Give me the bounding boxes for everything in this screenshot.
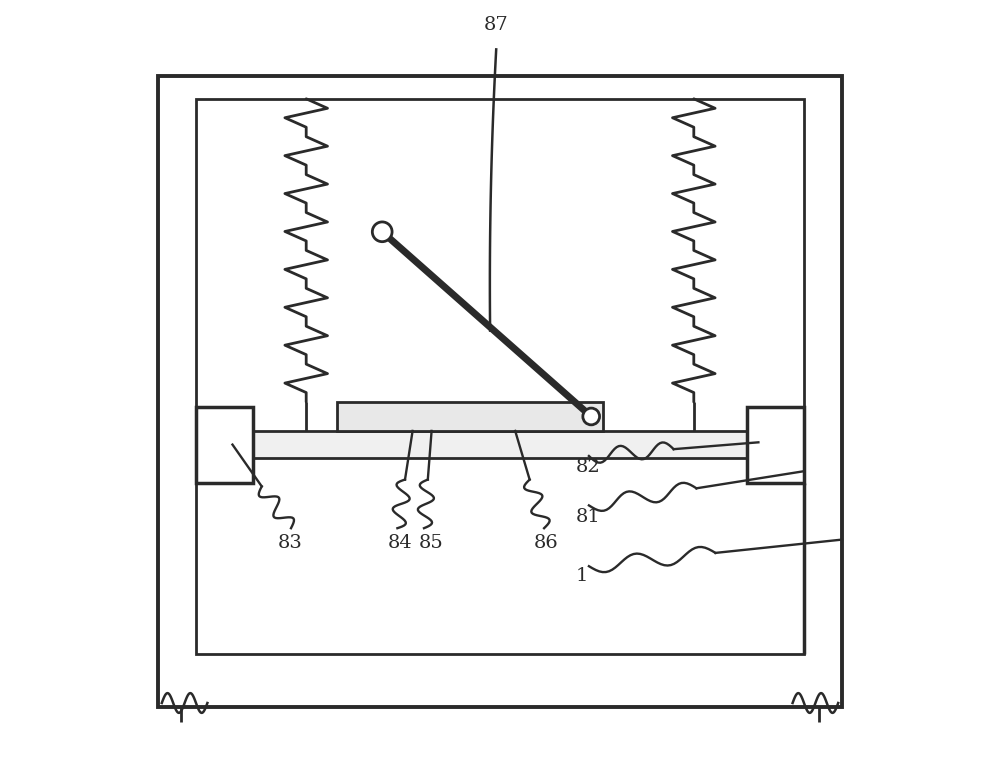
Text: 87: 87 [484,16,509,34]
Bar [196,407,253,483]
Bar [158,76,842,707]
Bar [196,99,804,654]
Text: 82: 82 [576,458,601,477]
Text: 85: 85 [419,534,443,553]
Text: 83: 83 [278,534,303,553]
Circle shape [583,408,600,425]
Circle shape [372,222,392,242]
Text: 81: 81 [576,508,601,526]
Bar [747,407,804,483]
Text: 1: 1 [576,567,588,585]
Bar [196,431,804,458]
Text: 84: 84 [388,534,412,553]
Text: 86: 86 [534,534,559,553]
Bar [337,402,603,431]
